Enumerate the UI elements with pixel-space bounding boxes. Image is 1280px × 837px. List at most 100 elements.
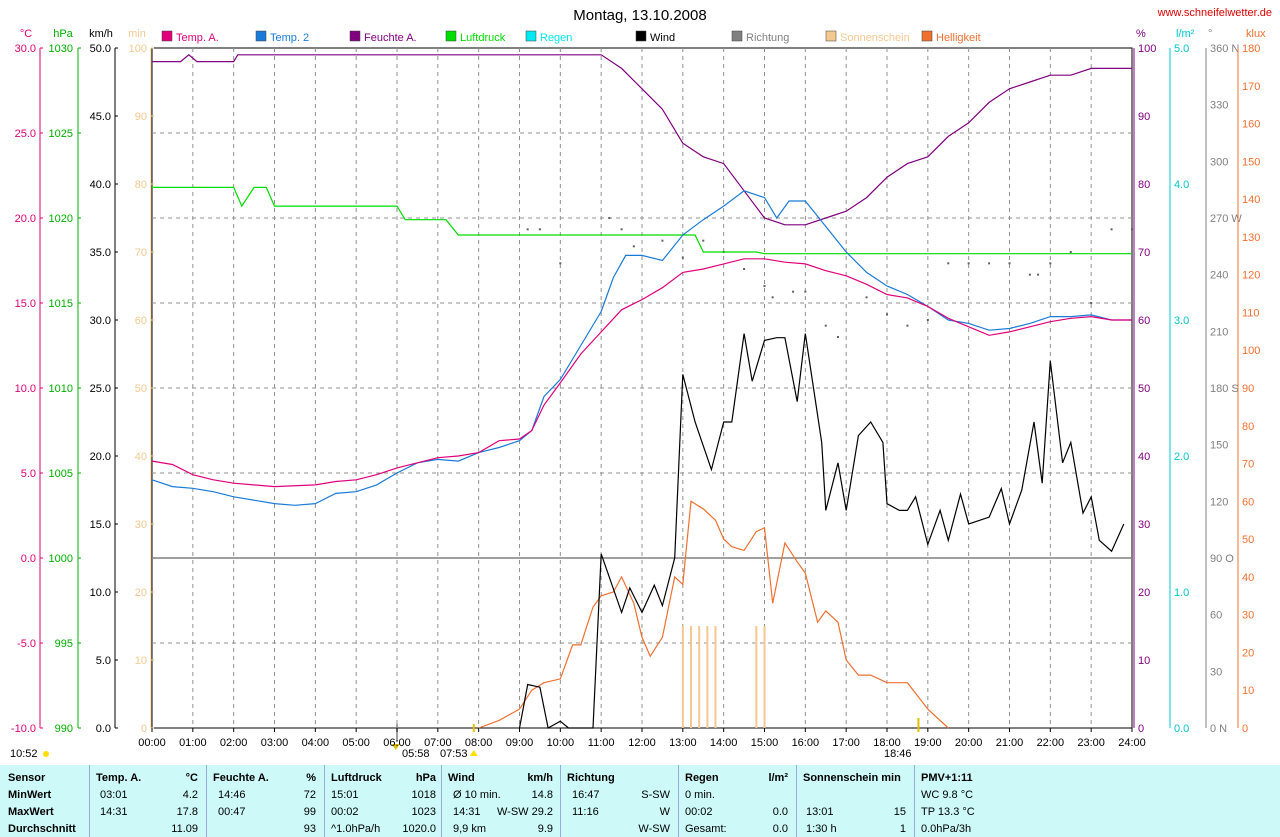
x-tick-label: 06:00 — [383, 737, 411, 749]
direction-point — [559, 262, 562, 265]
stats-rain-time: 0 min. — [685, 789, 715, 801]
light-tick-label: 110 — [1242, 307, 1260, 319]
x-tick-label: 02:00 — [220, 737, 248, 749]
pressure-tick-label: 1005 — [49, 468, 73, 480]
stats-header-pmv: PMV+1:11 — [921, 772, 973, 784]
wind-tick-label: 45.0 — [90, 111, 111, 123]
sun-tick-label: 50 — [135, 383, 147, 395]
temp-2-series-line — [151, 190, 1132, 506]
stats-temp-value: 11.09 — [171, 823, 198, 835]
sun-tick-label: 60 — [135, 315, 147, 327]
x-tick-label: 13:00 — [669, 737, 697, 749]
legend-item: Luftdruck — [445, 30, 506, 44]
wind-tick-label: 30.0 — [90, 315, 111, 327]
stats-rain-time: Gesamt: — [685, 823, 727, 835]
direction-point — [926, 319, 929, 321]
stats-rain-time: 00:02 — [685, 806, 713, 818]
stats-header-rain-unit: l/m² — [768, 772, 788, 784]
stats-direction-value: S-SW — [641, 789, 670, 801]
stats-sunshine-time: 1:30 h — [806, 823, 837, 835]
humidity-tick-label: 100 — [1138, 43, 1156, 55]
legend-item: Regen — [525, 30, 572, 44]
stats-direction-time: 11:16 — [572, 806, 599, 818]
stats-pmv-value: 0.0hPa/3h — [921, 823, 972, 835]
legend-swatch — [825, 30, 837, 42]
rain-tick-label: 0.0 — [1174, 723, 1189, 735]
wind-tick-label: 20.0 — [90, 451, 111, 463]
temp-tick-label: 20.0 — [15, 213, 36, 225]
light-tick-label: 130 — [1242, 232, 1260, 244]
x-tick-label: 19:00 — [914, 737, 942, 749]
stats-header-wind-unit: km/h — [527, 772, 553, 784]
legend-item: Sonnenschein — [825, 30, 910, 44]
temp-a-series-line — [151, 258, 1132, 488]
light-tick-label: 140 — [1242, 194, 1260, 206]
direction-tick-label: 120 — [1210, 496, 1228, 508]
light-tick-label: 120 — [1242, 270, 1260, 282]
sun-axis-unit: min — [128, 28, 146, 40]
stats-humidity-time: 00:47 — [218, 806, 246, 818]
pressure-tick-label: 1020 — [49, 213, 73, 225]
direction-tick-label: 180 S — [1210, 383, 1239, 395]
stats-wind-time: 14:31 — [453, 806, 481, 818]
direction-point — [1131, 228, 1133, 231]
stats-pmv-value: WC 9.8 °C — [921, 789, 974, 801]
humidity-tick-label: 80 — [1138, 179, 1150, 191]
direction-point — [837, 336, 839, 338]
light-tick-label: 160 — [1242, 119, 1260, 131]
sun-tick-label: 90 — [135, 111, 147, 123]
wind-tick-label: 25.0 — [90, 383, 111, 395]
legend-swatch — [161, 30, 173, 42]
helligkeit-series-line — [478, 500, 949, 729]
stats-wind-value: 9.9 — [537, 823, 553, 835]
humidity-tick-label: 10 — [1138, 655, 1150, 667]
pressure-axis-unit: hPa — [53, 28, 73, 40]
direction-axis-unit: ° — [1208, 28, 1212, 40]
direction-tick-label: 150 — [1210, 440, 1228, 452]
dawn-time: 07:53 — [440, 748, 468, 760]
temp-tick-label: 0.0 — [21, 553, 36, 565]
legend-item: Feuchte A. — [349, 30, 417, 44]
direction-point — [906, 324, 909, 327]
humidity-tick-label: 40 — [1138, 451, 1150, 463]
pressure-tick-label: 990 — [55, 723, 73, 735]
wind-tick-label: 50.0 — [90, 43, 111, 55]
stats-pressure-time: 00:02 — [331, 806, 359, 818]
pressure-tick-label: 1000 — [49, 553, 73, 565]
rain-tick-label: 2.0 — [1174, 451, 1189, 463]
x-tick-label: 07:00 — [424, 737, 452, 749]
pressure-tick-label: 1010 — [49, 383, 73, 395]
start-time: 10:52 — [10, 748, 38, 760]
direction-tick-label: 90 O — [1210, 553, 1234, 565]
website-label[interactable]: www.schneifelwetter.de — [1157, 7, 1272, 19]
stats-direction-value: W-SW — [638, 823, 670, 835]
direction-tick-label: 300 — [1210, 156, 1228, 168]
stats-humidity-value: 99 — [303, 806, 316, 818]
legend-swatch — [731, 30, 743, 42]
temp-tick-label: 30.0 — [15, 43, 36, 55]
wind-tick-label: 35.0 — [90, 247, 111, 259]
chart-title: Montag, 13.10.2008 — [573, 7, 706, 24]
legend-label: Sonnenschein — [840, 32, 910, 44]
sunrise-time: 05:58 — [402, 748, 430, 760]
light-axis-unit: klux — [1246, 28, 1266, 40]
direction-point — [1028, 273, 1031, 276]
x-tick-label: 08:00 — [465, 737, 493, 749]
stats-divider — [441, 765, 442, 837]
direction-point — [967, 262, 970, 265]
direction-tick-label: 330 — [1210, 100, 1228, 112]
x-tick-label: 15:00 — [751, 737, 779, 749]
direction-tick-label: 360 N — [1210, 43, 1239, 55]
temp-tick-label: 5.0 — [21, 468, 36, 480]
rain-tick-label: 4.0 — [1174, 179, 1189, 191]
stats-direction-time: 16:47 — [572, 789, 600, 801]
x-tick-label: 01:00 — [179, 737, 207, 749]
direction-point — [1090, 302, 1093, 304]
rain-tick-label: 5.0 — [1174, 43, 1189, 55]
legend-label: Feuchte A. — [364, 32, 417, 44]
sun-icon — [43, 751, 49, 757]
direction-point — [1037, 273, 1040, 276]
legend-label: Temp. A. — [176, 32, 219, 44]
stats-header-pressure: Luftdruck — [331, 772, 382, 784]
humidity-tick-label: 90 — [1138, 111, 1150, 123]
